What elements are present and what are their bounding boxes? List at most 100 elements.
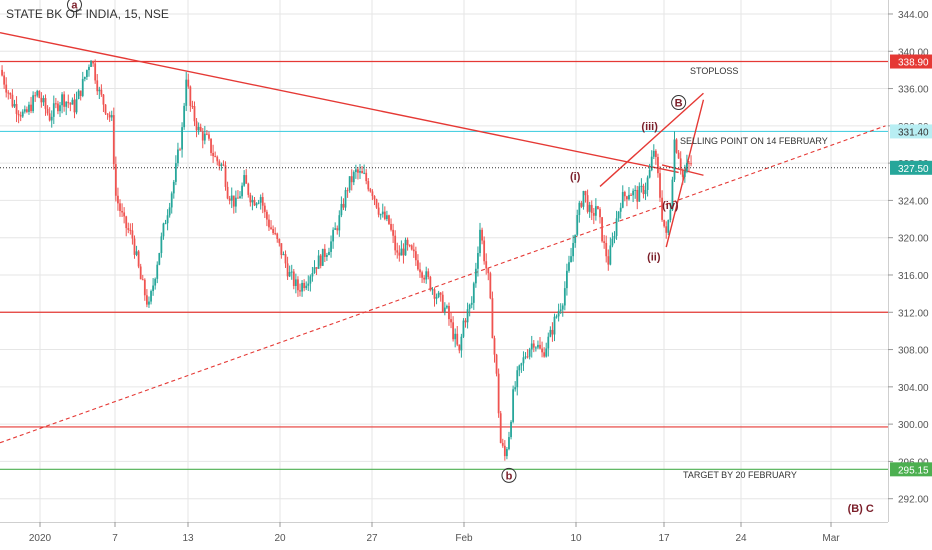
candle-body — [143, 279, 146, 296]
candle-body — [586, 195, 589, 212]
price-tick-label: 292.00 — [898, 495, 929, 506]
candle-body — [450, 319, 452, 323]
candle-body — [28, 104, 30, 112]
candle-body — [578, 202, 581, 216]
wave-label-iii: (iii) — [641, 121, 658, 133]
candle-body — [534, 347, 537, 349]
candle-body — [425, 271, 428, 280]
candle-body — [50, 116, 53, 121]
candle-body — [553, 316, 556, 335]
candle-body — [272, 228, 275, 234]
candle-body — [166, 215, 169, 224]
candle-body — [677, 152, 680, 159]
candle-body — [174, 163, 177, 182]
candle-body — [657, 157, 659, 174]
candle-body — [164, 223, 167, 225]
candle-body — [566, 270, 568, 289]
candles — [1, 59, 692, 461]
candle-body — [321, 248, 324, 266]
time-tick-label: 20 — [274, 533, 286, 544]
candle-body — [543, 352, 546, 357]
candle-body — [636, 189, 639, 202]
candle-body — [299, 290, 301, 292]
candle-body — [630, 194, 632, 196]
candle-body — [162, 223, 165, 237]
candle-body — [537, 344, 539, 348]
price-tick-label: 308.00 — [898, 346, 929, 357]
time-axis[interactable]: 2020 7 13 20 27 Feb 10 17 24 Mar — [29, 522, 840, 544]
candle-body — [36, 90, 39, 96]
candle-body — [551, 329, 554, 335]
candle-body — [168, 207, 171, 216]
candle-body — [98, 89, 101, 92]
candle-body — [73, 99, 76, 113]
candle-body — [278, 238, 281, 244]
candle-body — [574, 234, 577, 243]
price-tick-label: 324.00 — [898, 196, 929, 207]
wave-label-i: (i) — [570, 171, 581, 183]
candle-body — [257, 202, 260, 204]
candle-body — [423, 277, 426, 280]
candle-body — [158, 253, 161, 265]
candle-body — [38, 90, 41, 98]
candle-body — [183, 105, 186, 128]
candle-body — [69, 103, 72, 105]
candle-body — [338, 215, 341, 231]
candle-body — [576, 215, 579, 235]
candle-body — [170, 193, 173, 208]
candle-body — [371, 191, 374, 197]
candle-body — [315, 267, 318, 269]
candle-body — [112, 115, 115, 165]
candle-body — [686, 162, 688, 172]
candle-body — [156, 264, 159, 279]
candle-body — [243, 175, 246, 186]
wave-label-b: b — [506, 470, 513, 482]
candle-body — [330, 241, 332, 252]
candle-body — [290, 271, 293, 273]
candle-body — [594, 206, 597, 216]
horizontal-levels — [0, 60, 888, 470]
candle-body — [119, 203, 121, 211]
candle-body — [652, 150, 655, 157]
candle-body — [400, 248, 403, 256]
candle-body — [392, 229, 395, 236]
wave-label-b: B — [675, 98, 683, 110]
svg-text:327.50: 327.50 — [898, 164, 929, 175]
candle-body — [114, 164, 117, 196]
candle-body — [193, 106, 196, 122]
candle-body — [526, 356, 529, 358]
candle-body — [539, 344, 541, 349]
candle-body — [110, 115, 113, 118]
candle-body — [100, 89, 103, 95]
candle-body — [67, 101, 70, 104]
candle-body — [617, 211, 620, 219]
candle-body — [599, 209, 601, 218]
candle-body — [386, 215, 388, 220]
time-tick-label: 2020 — [29, 533, 52, 544]
candle-body — [619, 207, 622, 212]
wave-label-circle — [66, 0, 82, 13]
candle-body — [508, 437, 510, 450]
candle-body — [561, 305, 564, 310]
candle-body — [344, 190, 347, 208]
candle-body — [261, 197, 264, 206]
candle-body — [17, 113, 20, 116]
candle-body — [429, 276, 432, 290]
candle-body — [77, 90, 80, 99]
svg-text:338.90: 338.90 — [898, 58, 929, 69]
candle-body — [383, 211, 386, 220]
candle-body — [431, 289, 434, 291]
candle-body — [255, 203, 258, 206]
candle-body — [317, 255, 320, 269]
candle-body — [185, 79, 188, 106]
candle-body — [336, 228, 339, 231]
trendline-ascending — [0, 125, 886, 444]
time-tick-label: 24 — [735, 533, 747, 544]
candle-body — [623, 192, 626, 197]
candle-body — [177, 149, 179, 164]
candle-body — [512, 389, 515, 422]
candle-body — [199, 126, 202, 132]
candle-body — [361, 171, 363, 174]
candle-body — [1, 69, 3, 76]
